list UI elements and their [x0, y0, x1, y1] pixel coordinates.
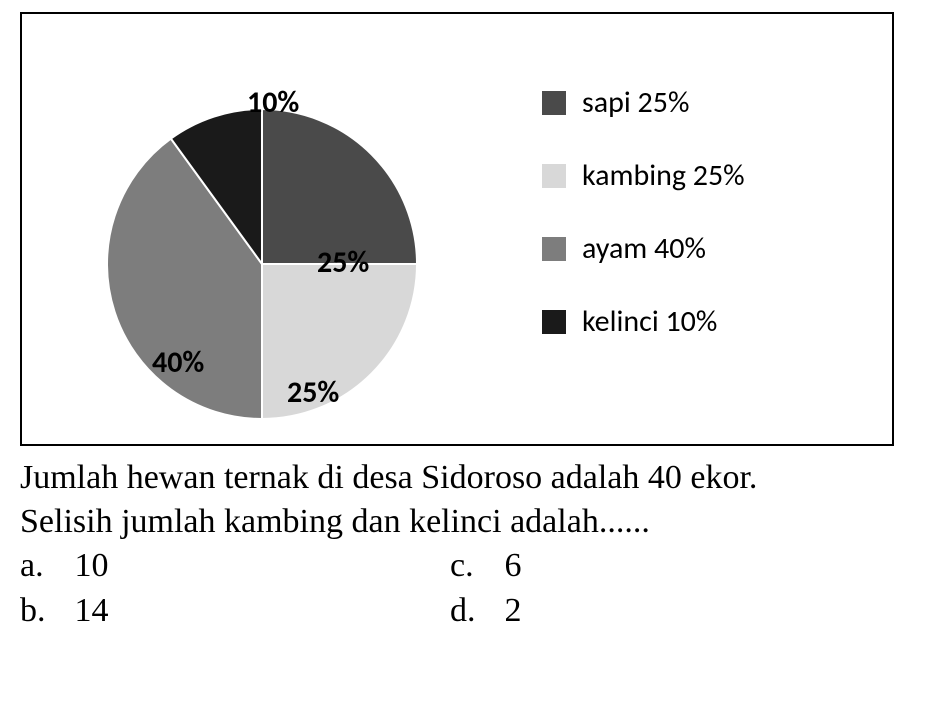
legend-item-kelinci: kelinci 10%: [542, 303, 745, 340]
pie-chart: [92, 94, 432, 434]
legend-item-ayam: ayam 40%: [542, 230, 745, 267]
legend-swatch-ayam: [542, 237, 566, 261]
option-d-text: 2: [505, 592, 522, 629]
legend: sapi 25% kambing 25% ayam 40% kelinci 10%: [542, 84, 745, 376]
legend-label-ayam: ayam 40%: [582, 230, 706, 267]
option-d[interactable]: d. 2: [450, 589, 880, 633]
answer-options: a. 10 b. 14 c. 6 d. 2: [20, 544, 913, 632]
pct-label-kelinci: 10%: [247, 84, 299, 121]
legend-label-kelinci: kelinci 10%: [582, 303, 717, 340]
question-line1: Jumlah hewan ternak di desa Sidoroso ada…: [20, 459, 757, 496]
legend-swatch-sapi: [542, 91, 566, 115]
options-right-col: c. 6 d. 2: [450, 544, 880, 632]
option-b[interactable]: b. 14: [20, 589, 450, 633]
option-c-letter: c.: [450, 544, 496, 588]
legend-label-sapi: sapi 25%: [582, 84, 689, 121]
option-c[interactable]: c. 6: [450, 544, 880, 588]
option-b-letter: b.: [20, 589, 66, 633]
legend-item-sapi: sapi 25%: [542, 84, 745, 121]
option-a-letter: a.: [20, 544, 66, 588]
pct-label-kambing: 25%: [287, 374, 339, 411]
pct-label-ayam: 40%: [152, 344, 204, 381]
question-text: Jumlah hewan ternak di desa Sidoroso ada…: [20, 456, 913, 544]
option-c-text: 6: [505, 547, 522, 584]
option-b-text: 14: [75, 592, 109, 629]
legend-item-kambing: kambing 25%: [542, 157, 745, 194]
chart-container: 25% 25% 40% 10% sapi 25% kambing 25% ayam 40%…: [20, 12, 894, 446]
legend-label-kambing: kambing 25%: [582, 157, 745, 194]
pie-chart-wrap: 25% 25% 40% 10%: [82, 34, 462, 434]
option-a-text: 10: [75, 547, 109, 584]
legend-swatch-kelinci: [542, 310, 566, 334]
pie-slice-sapi: [262, 109, 417, 264]
pie-slice-kambing: [262, 264, 417, 419]
option-d-letter: d.: [450, 589, 496, 633]
question-line2: Selisih jumlah kambing dan kelinci adala…: [20, 503, 650, 540]
options-left-col: a. 10 b. 14: [20, 544, 450, 632]
pct-label-sapi: 25%: [317, 244, 369, 281]
legend-swatch-kambing: [542, 164, 566, 188]
option-a[interactable]: a. 10: [20, 544, 450, 588]
